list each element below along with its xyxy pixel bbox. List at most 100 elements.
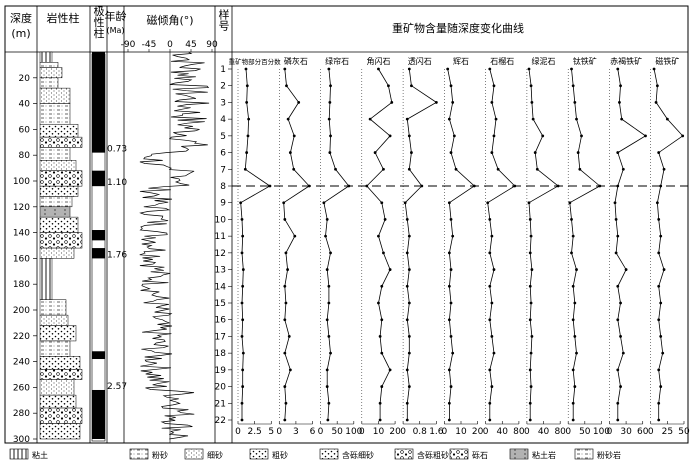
mineral-point — [575, 351, 578, 355]
inclination-tick-label: -90 — [121, 40, 136, 50]
mineral-tick-label: 100 — [593, 427, 610, 437]
mineral-tick-label: 0 — [524, 427, 530, 437]
lithology-layer — [39, 77, 59, 89]
mineral-point — [616, 234, 620, 238]
legend-label: 含砾粗砂 — [417, 450, 449, 460]
mineral-point — [407, 234, 411, 238]
depth-header: 深度 — [10, 11, 32, 25]
mineral-point — [407, 134, 411, 138]
depth-tick-label: 260 — [13, 383, 30, 393]
mineral-point — [575, 117, 578, 121]
legend-label: 砾石 — [472, 450, 488, 460]
mineral-point — [327, 401, 331, 405]
mineral-point — [388, 368, 392, 372]
sample-tick-label: 14 — [215, 282, 227, 292]
mineral-tick-label: 30 — [620, 427, 632, 437]
mineral-point — [447, 401, 451, 405]
polarity-normal-block — [92, 170, 105, 187]
lithology-layer — [39, 340, 71, 357]
mineral-point — [657, 418, 661, 422]
mineral-point — [240, 335, 244, 338]
mineral-point — [488, 218, 492, 221]
mineral-point — [327, 67, 331, 71]
mineral-point — [624, 268, 628, 271]
depth-tick-label: 220 — [13, 332, 30, 342]
mineral-point — [378, 418, 382, 422]
mineral-point — [528, 218, 532, 221]
mineral-point — [288, 151, 292, 154]
mineral-point — [380, 284, 384, 288]
mineral-point — [328, 151, 332, 154]
mineral-column: 钛铁矿 0 50 100 — [565, 56, 610, 437]
mineral-point — [377, 67, 380, 71]
mineral-point — [528, 418, 532, 422]
mineral-column: 磁铁矿 0 25 50 — [648, 56, 690, 437]
mineral-point — [286, 268, 289, 271]
mineral-point — [324, 234, 327, 238]
lithology-layer — [39, 216, 79, 233]
mineral-point — [644, 134, 647, 138]
legend-swatch — [184, 448, 204, 460]
mineral-curve — [366, 68, 393, 420]
mineral-point — [488, 251, 492, 255]
inclination-tick-label: 0 — [167, 40, 173, 50]
mineral-point — [285, 84, 288, 88]
mineral-point — [616, 67, 620, 71]
age-header: 年龄 — [105, 9, 127, 23]
mineral-point — [580, 134, 583, 138]
depth-tick-label: 80 — [19, 151, 31, 161]
sample-tick-label: 10 — [215, 215, 227, 225]
mineral-point — [327, 117, 331, 121]
mineral-tick-label: 0 — [483, 427, 489, 437]
mineral-point — [282, 201, 286, 205]
mineral-point — [449, 218, 453, 221]
sample-tick-label: 20 — [215, 383, 227, 393]
mineral-curve — [653, 68, 684, 420]
mineral-tick-label: 5 — [268, 427, 274, 437]
mineral-point — [616, 284, 620, 288]
age-label: 1.10 — [107, 178, 127, 188]
mineral-point — [245, 84, 249, 88]
mineral-point — [492, 268, 496, 271]
mineral-curve — [569, 68, 601, 420]
mineral-point — [614, 218, 618, 221]
mineral-tick-label: 20 — [472, 427, 484, 437]
depth-tick-label: 200 — [13, 306, 30, 316]
polarity-normal-block — [92, 248, 105, 259]
mineral-point — [619, 335, 622, 338]
mineral-point — [382, 251, 385, 255]
mineral-point — [449, 385, 453, 388]
lithology-header: 岩性柱 — [47, 11, 80, 25]
mineral-point — [241, 368, 245, 372]
mineral-point — [654, 101, 658, 104]
mineral-point — [488, 401, 492, 405]
mineral-point — [286, 117, 290, 121]
mineral-point — [240, 218, 244, 221]
mineral-point — [377, 301, 380, 305]
mineral-point — [571, 401, 575, 405]
depth-tick-label: 140 — [13, 229, 30, 239]
legend-swatch — [129, 448, 149, 460]
mineral-point — [621, 167, 625, 171]
mineral-point — [447, 418, 451, 422]
mineral-tick-label: 0 — [318, 427, 324, 437]
mineral-point — [240, 401, 244, 405]
mineral-point — [383, 218, 387, 221]
mineral-point — [268, 184, 272, 188]
inclination-tick-label: 45 — [185, 40, 196, 50]
mineral-point — [407, 351, 411, 355]
sample-tick-label: 15 — [215, 299, 226, 309]
mineral-tick-label: 0 — [648, 427, 654, 437]
sample-tick-label: 13 — [215, 266, 226, 276]
mineral-point — [616, 318, 620, 322]
mineral-point — [241, 234, 245, 238]
mineral-point — [528, 401, 532, 405]
sample-tick-label: 1 — [220, 65, 226, 75]
mineral-point — [490, 234, 494, 238]
mineral-tick-label: 0 — [565, 427, 571, 437]
mineral-tick-label: 0 — [441, 427, 447, 437]
diagram-frame — [4, 5, 689, 444]
mineral-name: 磁铁矿 — [655, 56, 679, 66]
sample-tick-label: 22 — [215, 416, 226, 426]
